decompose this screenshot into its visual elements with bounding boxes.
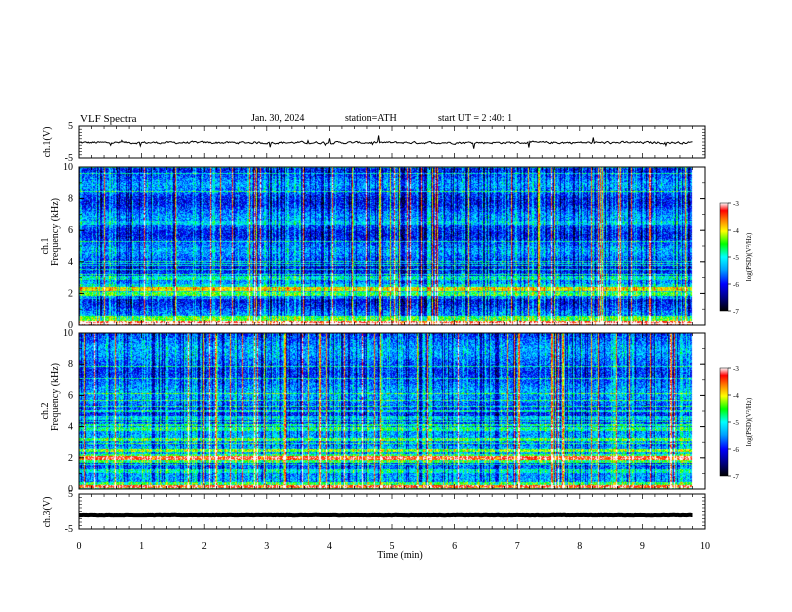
y-tick-label: -5	[65, 153, 73, 164]
y-tick-label: 10	[63, 328, 73, 339]
ch2-colorbar: -3 -4 -5 -6 -7 log(PSD)(V²/Hz)	[719, 365, 753, 481]
ch2-spectrogram-image	[79, 333, 705, 489]
colorbar-tick-label: -5	[733, 254, 739, 262]
y-tick-label: 6	[68, 390, 73, 401]
y-tick-label: 8	[68, 359, 73, 370]
ch2-frequency-ylabel: Frequency (kHz)	[50, 363, 61, 431]
x-tick-label: 2	[202, 541, 207, 552]
x-tick-label: 9	[640, 541, 645, 552]
ch1-y-ticks: 5 -5	[65, 121, 705, 164]
colorbar-tick-label: -6	[733, 281, 739, 289]
x-tick-label: 5	[390, 541, 395, 552]
y-tick-label: 0	[68, 320, 73, 331]
x-tick-label: 7	[515, 541, 520, 552]
colorbar-tick-label: -5	[733, 419, 739, 427]
ch3-voltage-frame	[78, 493, 706, 530]
ch1-spectrogram-panel: 0 2 4 6 8 10 ch.1 Frequency (kHz)	[40, 162, 706, 331]
ch2-channel-label: ch.2	[40, 403, 51, 420]
ch1-channel-label: ch.1	[40, 238, 51, 255]
time-axis-label: Time (min)	[377, 550, 422, 561]
colorbar-tick-label: -4	[733, 392, 739, 400]
colorbar-tick-label: -3	[733, 200, 739, 208]
y-tick-label: 5	[68, 121, 73, 132]
ch1-colorbar-label: log(PSD)(V²/Hz)	[745, 232, 753, 281]
x-tick-label: 1	[139, 541, 144, 552]
y-tick-label: 2	[68, 453, 73, 464]
y-tick-label: 6	[68, 225, 73, 236]
ch2-colorbar-label: log(PSD)(V²/Hz)	[745, 397, 753, 446]
start-time-label: start UT = 2 :40: 1	[438, 113, 513, 124]
x-tick-label: 4	[327, 541, 332, 552]
ch1-voltage-trace	[78, 135, 693, 149]
colorbar-tick-label: -7	[733, 473, 739, 481]
y-tick-label: 5	[68, 489, 73, 500]
date-label: Jan. 30, 2024	[251, 113, 305, 124]
ch1-colorbar-ticks: -3 -4 -5 -6 -7	[728, 200, 739, 316]
ch2-spectrogram-panel: 0 2 4 6 8 10 ch.2 Frequency (kHz)	[40, 328, 706, 495]
time-axis-ticks: 0 1 2 3 4 5 6 7 8 9 10	[77, 126, 710, 552]
x-tick-label: 10	[700, 541, 710, 552]
x-tick-label: 8	[577, 541, 582, 552]
ch1-frequency-ticks: 0 2 4 6 8 10	[63, 162, 705, 331]
ch1-voltage-ylabel: ch.1(V)	[42, 127, 53, 158]
ch2-colorbar-gradient	[719, 367, 729, 477]
colorbar-tick-label: -4	[733, 227, 739, 235]
y-tick-label: 4	[68, 257, 73, 268]
ch3-y-ticks: 5 -5	[65, 489, 705, 535]
chart-title: VLF Spectra	[80, 113, 137, 125]
ch3-voltage-ylabel: ch.3(V)	[42, 497, 53, 528]
x-tick-label: 3	[264, 541, 269, 552]
y-tick-label: 0	[68, 484, 73, 495]
station-label: station=ATH	[345, 113, 397, 124]
y-tick-label: 4	[68, 422, 73, 433]
ch1-colorbar: -3 -4 -5 -6 -7 log(PSD)(V²/Hz)	[719, 200, 753, 316]
colorbar-tick-label: -7	[733, 308, 739, 316]
ch1-spectrogram-image	[79, 167, 705, 325]
colorbar-tick-label: -6	[733, 446, 739, 454]
x-tick-label: 6	[452, 541, 457, 552]
ch2-colorbar-ticks: -3 -4 -5 -6 -7	[728, 365, 739, 481]
colorbar-tick-label: -3	[733, 365, 739, 373]
y-tick-label: 8	[68, 194, 73, 205]
y-tick-label: 2	[68, 288, 73, 299]
ch1-frequency-ylabel: Frequency (kHz)	[50, 198, 61, 266]
x-tick-label: 0	[77, 541, 82, 552]
y-tick-label: -5	[65, 524, 73, 535]
ch1-colorbar-gradient	[719, 202, 729, 312]
y-tick-label: 10	[63, 162, 73, 173]
ch2-frequency-ticks: 0 2 4 6 8 10	[63, 328, 705, 495]
